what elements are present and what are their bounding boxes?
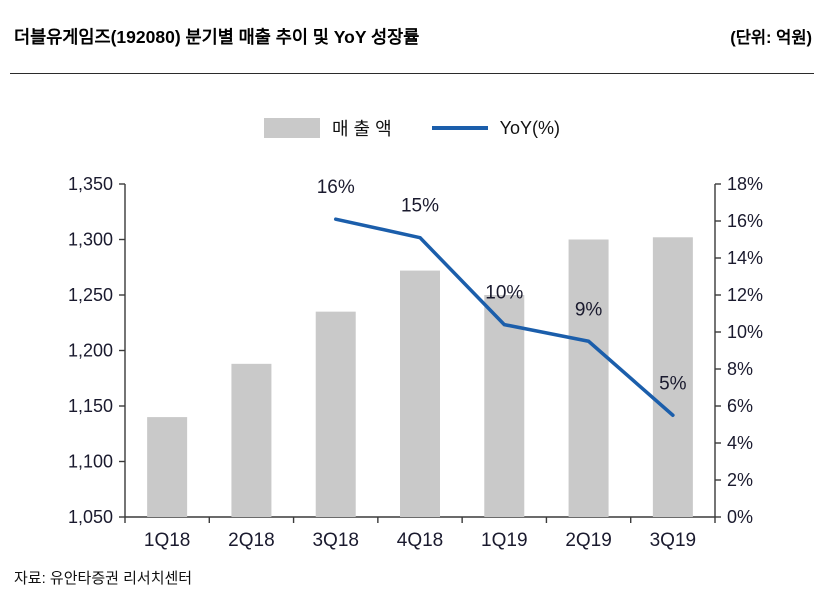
revenue-bar bbox=[652, 237, 693, 517]
y-left-tick-label: 1,300 bbox=[68, 230, 113, 250]
revenue-bar bbox=[484, 295, 525, 517]
revenue-bar bbox=[568, 239, 609, 517]
revenue-bar bbox=[147, 417, 188, 517]
y-right-tick-label: 10% bbox=[727, 322, 763, 342]
yoy-data-label: 15% bbox=[401, 196, 439, 217]
x-category-label: 1Q19 bbox=[481, 530, 527, 551]
legend-bar-swatch bbox=[263, 118, 320, 138]
x-category-label: 1Q18 bbox=[144, 530, 190, 551]
x-category-label: 2Q19 bbox=[565, 530, 611, 551]
x-category-label: 2Q18 bbox=[228, 530, 274, 551]
y-left-tick-label: 1,250 bbox=[68, 285, 113, 305]
yoy-data-label: 16% bbox=[317, 177, 355, 198]
x-category-label: 3Q18 bbox=[312, 530, 358, 551]
y-right-tick-label: 0% bbox=[727, 507, 753, 527]
yoy-data-label: 9% bbox=[575, 299, 603, 320]
y-right-tick-label: 18% bbox=[727, 174, 763, 194]
revenue-bar bbox=[231, 363, 272, 517]
chart-title: 더블유게임즈(192080) 분기별 매출 추이 및 YoY 성장률 bbox=[14, 27, 420, 47]
y-left-tick-label: 1,150 bbox=[68, 396, 113, 416]
x-category-label: 3Q19 bbox=[650, 530, 696, 551]
y-left-tick-label: 1,200 bbox=[68, 341, 113, 361]
y-right-tick-label: 12% bbox=[727, 285, 763, 305]
header: 더블유게임즈(192080) 분기별 매출 추이 및 YoY 성장률 (단위: … bbox=[14, 24, 812, 49]
y-right-tick-label: 14% bbox=[727, 248, 763, 268]
legend-line-label: YoY(%) bbox=[499, 117, 561, 138]
revenue-bar bbox=[315, 311, 356, 517]
y-right-tick-label: 2% bbox=[727, 470, 753, 490]
legend-bar-label: 매 출 액 bbox=[331, 119, 392, 139]
yoy-data-label: 10% bbox=[485, 283, 523, 304]
y-right-tick-label: 8% bbox=[727, 359, 753, 379]
header-divider bbox=[10, 73, 814, 74]
legend: 매 출 액 YoY(%) bbox=[0, 115, 824, 141]
unit-label: (단위: 억원) bbox=[730, 29, 812, 47]
y-right-tick-label: 4% bbox=[727, 433, 753, 453]
yoy-data-label: 5% bbox=[659, 373, 687, 394]
legend-line-swatch bbox=[431, 126, 488, 130]
x-category-label: 4Q18 bbox=[397, 530, 443, 551]
y-left-tick-label: 1,350 bbox=[68, 174, 113, 194]
revenue-bar bbox=[400, 270, 440, 517]
y-left-tick-label: 1,100 bbox=[68, 452, 113, 472]
y-right-tick-label: 6% bbox=[727, 396, 753, 416]
y-right-tick-label: 16% bbox=[727, 211, 763, 231]
y-left-tick-label: 1,050 bbox=[68, 507, 113, 527]
source-note: 자료: 유안타증권 리서치센터 bbox=[14, 570, 193, 587]
yoy-line bbox=[333, 217, 675, 417]
